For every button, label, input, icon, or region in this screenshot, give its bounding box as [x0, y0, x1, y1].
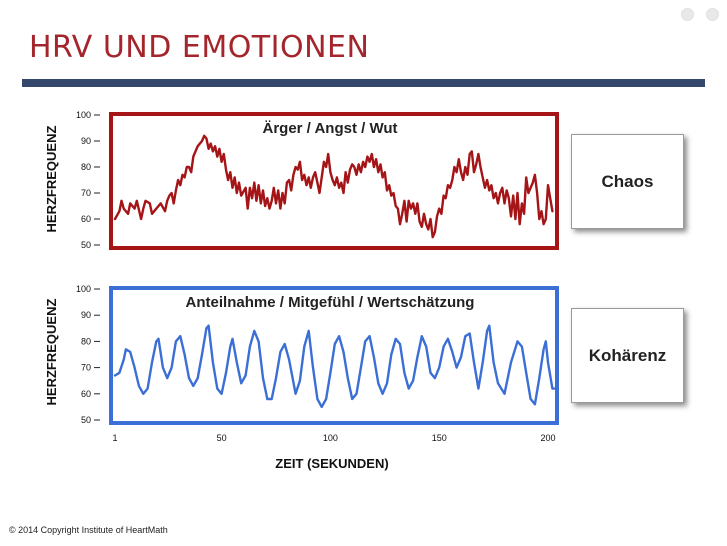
- slide-title: HRV UND EMOTIONEN: [29, 30, 370, 65]
- chaos-y-tick-label: 60: [81, 214, 91, 224]
- coherence-y-tick-label: 90: [81, 310, 91, 320]
- window-close-dot[interactable]: [706, 8, 719, 21]
- chaos-y-tick-label: 50: [81, 240, 91, 250]
- coherence-label-box: Kohärenz: [571, 308, 684, 403]
- coherence-y-tick-label: 50: [81, 415, 91, 425]
- x-axis-label: ZEIT (SEKUNDEN): [275, 456, 388, 471]
- chaos-annotation: Ärger / Angst / Wut: [263, 120, 398, 137]
- window-minimize-dot[interactable]: [681, 8, 694, 21]
- coherence-y-tick-label: 60: [81, 389, 91, 399]
- coherence-annotation: Anteilnahme / Mitgefühl / Wertschätzung: [186, 294, 475, 311]
- coherence-y-tick-label: 70: [81, 363, 91, 373]
- chaos-label: Chaos: [601, 171, 654, 191]
- chaos-y-tick-label: 90: [81, 136, 91, 146]
- x-tick-label: 50: [217, 433, 227, 443]
- copyright-text: © 2014 Copyright Institute of HeartMath: [9, 525, 168, 535]
- coherence-y-axis-label: HERZFREQUENZ: [44, 298, 59, 405]
- x-tick-label: 1: [112, 433, 117, 443]
- chaos-label-box: Chaos: [571, 134, 684, 229]
- chaos-series-line: [113, 134, 554, 239]
- window-controls: [681, 8, 719, 21]
- chaos-y-tick-label: 70: [81, 188, 91, 198]
- title-divider: [22, 79, 705, 87]
- chaos-y-axis-label: HERZFREQUENZ: [44, 125, 59, 232]
- x-tick-label: 150: [432, 433, 447, 443]
- coherence-series-line: [113, 324, 556, 409]
- coherence-y-tick-label: 80: [81, 336, 91, 346]
- coherence-y-tick-label: 100: [76, 284, 91, 294]
- chaos-y-tick-label: 80: [81, 162, 91, 172]
- coherence-label: Kohärenz: [588, 345, 667, 365]
- x-tick-label: 200: [540, 433, 555, 443]
- chaos-y-tick-label: 100: [76, 110, 91, 120]
- x-tick-label: 100: [323, 433, 338, 443]
